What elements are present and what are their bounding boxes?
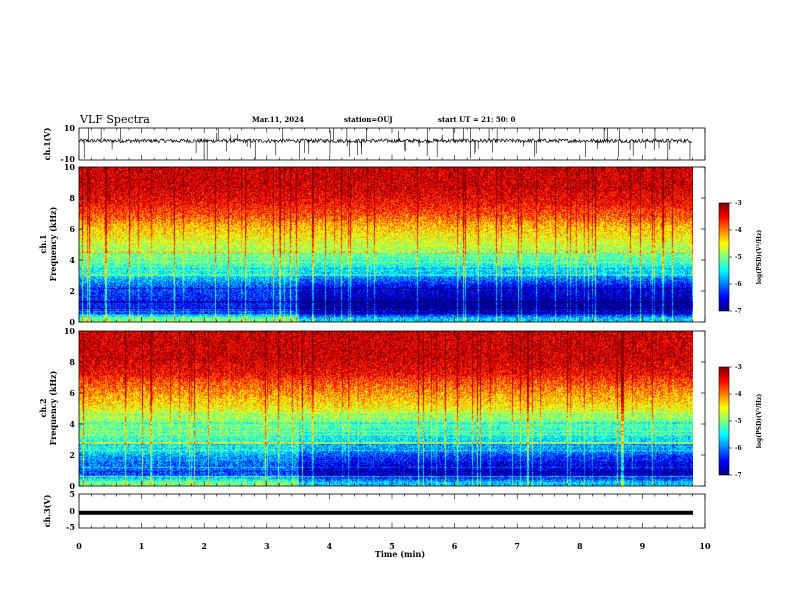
- y-tick-label: 2: [69, 450, 75, 460]
- ch2-spectrogram-yticks: 0 2 4 6 8 10: [64, 326, 705, 491]
- colorbar-tick-label: -5: [735, 418, 742, 425]
- ch3-ytick-mid: 0: [69, 506, 75, 516]
- ch2-channel-label: ch.2: [38, 398, 48, 417]
- x-axis-ticks: [78, 128, 706, 528]
- y-tick-label: 2: [69, 286, 75, 296]
- x-tick-label: 3: [264, 541, 270, 551]
- x-axis-label: Time (min): [375, 549, 425, 559]
- x-tick-label: 8: [577, 541, 583, 551]
- ch1-spikes: [83, 128, 691, 160]
- ch1-ytick-top: 10: [64, 123, 76, 133]
- x-tick-label: 9: [640, 541, 646, 551]
- colorbar-tick-label: -7: [735, 472, 742, 479]
- colorbar-tick-label: -3: [735, 200, 742, 207]
- y-tick-label: 4: [69, 419, 75, 429]
- ch1-spectrogram-yticks: 0 2 4 6 8 10: [64, 162, 705, 327]
- colorbar-tick-label: -4: [735, 227, 742, 234]
- ch1-ytick-bottom: -10: [61, 154, 76, 164]
- ch1-channel-label: ch.1: [38, 234, 48, 253]
- ch3-waveform-panel: 5 0 -5 ch.3(V): [42, 489, 706, 532]
- ch3-ytick-top: 5: [69, 489, 75, 499]
- figure-title: VLF Spectra: [79, 113, 150, 126]
- y-tick-label: 6: [69, 224, 75, 234]
- x-tick-label: 6: [452, 541, 458, 551]
- station-label: station=OUJ: [344, 115, 393, 124]
- x-tick-label: 10: [699, 541, 711, 551]
- ch1-freq-ylabel: Frequency (kHz): [48, 206, 58, 281]
- colorbar-tick-label: -7: [735, 308, 742, 315]
- y-tick-label: 0: [69, 481, 75, 491]
- x-tick-label: 5: [389, 541, 395, 551]
- start-time-label: start UT = 21: 50: 0: [438, 115, 516, 124]
- ch1-colorbar-ticks: -3 -4 -5 -6 -7: [729, 200, 742, 315]
- colorbar-tick-label: -6: [735, 445, 742, 452]
- colorbar-tick-label: -3: [735, 364, 742, 371]
- ch3-ylabel: ch.3(V): [42, 494, 52, 527]
- ch1-colorbar: [719, 203, 729, 311]
- ch2-colorbar: [719, 367, 729, 475]
- y-tick-label: 4: [69, 255, 75, 265]
- ch1-spectrogram-image: [79, 167, 693, 322]
- ch2-colorbar-ticks: -3 -4 -5 -6 -7: [729, 364, 742, 479]
- x-tick-label: 7: [514, 541, 520, 551]
- ch2-colorbar-label: log(PSD)(V²/Hz): [756, 394, 763, 449]
- colorbar-tick-label: -4: [735, 391, 742, 398]
- ch1-colorbar-label: log(PSD)(V²/Hz): [756, 230, 763, 285]
- ch1-waveform-panel: 10 -10 ch.1(V): [42, 123, 706, 164]
- y-tick-label: 10: [64, 162, 76, 172]
- x-tick-label: 4: [327, 541, 333, 551]
- y-tick-label: 8: [69, 357, 75, 367]
- ch1-ylabel: ch.1(V): [42, 127, 52, 160]
- date-label: Mar.11, 2024: [252, 115, 304, 124]
- ch2-freq-ylabel: Frequency (kHz): [48, 370, 58, 445]
- ch1-waveform-line: [78, 137, 693, 145]
- x-axis-tick-labels: 0 1 2 3 4 5 6 7 8 9 10: [76, 541, 711, 551]
- y-tick-label: 8: [69, 193, 75, 203]
- y-tick-label: 6: [69, 388, 75, 398]
- x-tick-label: 0: [76, 541, 82, 551]
- y-tick-label: 0: [69, 317, 75, 327]
- ch2-spectrogram-image: [79, 331, 693, 486]
- ch3-ytick-bottom: -5: [66, 522, 75, 532]
- colorbar-tick-label: -6: [735, 281, 742, 288]
- x-tick-label: 2: [201, 541, 207, 551]
- x-tick-label: 1: [139, 541, 145, 551]
- colorbar-tick-label: -5: [735, 254, 742, 261]
- y-tick-label: 10: [64, 326, 76, 336]
